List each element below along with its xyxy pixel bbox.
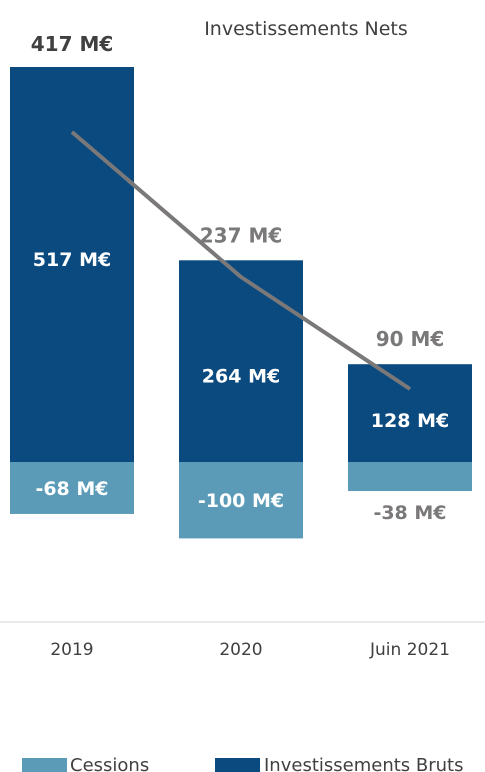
- data-label-cessions: -100 M€: [198, 490, 284, 512]
- legend-label: Investissements Bruts: [264, 755, 463, 772]
- data-label-net: 237 M€: [200, 223, 283, 247]
- x-tick-label: Juin 2021: [369, 640, 450, 660]
- data-label-net: 417 M€: [31, 32, 114, 56]
- bar-investissements-bruts: [179, 260, 303, 462]
- bar-cessions: [10, 462, 134, 514]
- legend-swatch: [215, 758, 260, 772]
- x-tick-label: 2019: [50, 640, 93, 660]
- data-label-investissements-bruts: 517 M€: [33, 249, 111, 271]
- x-tick-label: 2020: [219, 640, 262, 660]
- line-series-label: Investissements Nets: [204, 18, 408, 40]
- data-label-cessions: -38 M€: [373, 502, 446, 524]
- bar-cessions: [348, 462, 472, 492]
- bar-investissements-bruts: [348, 364, 472, 462]
- data-label-investissements-bruts: 128 M€: [371, 410, 449, 432]
- bar-cessions: [179, 462, 303, 539]
- data-label-cessions: -68 M€: [35, 478, 108, 500]
- data-label-net: 90 M€: [376, 327, 445, 351]
- data-label-investissements-bruts: 264 M€: [202, 365, 280, 387]
- series-line-net: [70, 130, 412, 391]
- legend-swatch: [22, 758, 67, 772]
- legend-label: Cessions: [70, 755, 149, 772]
